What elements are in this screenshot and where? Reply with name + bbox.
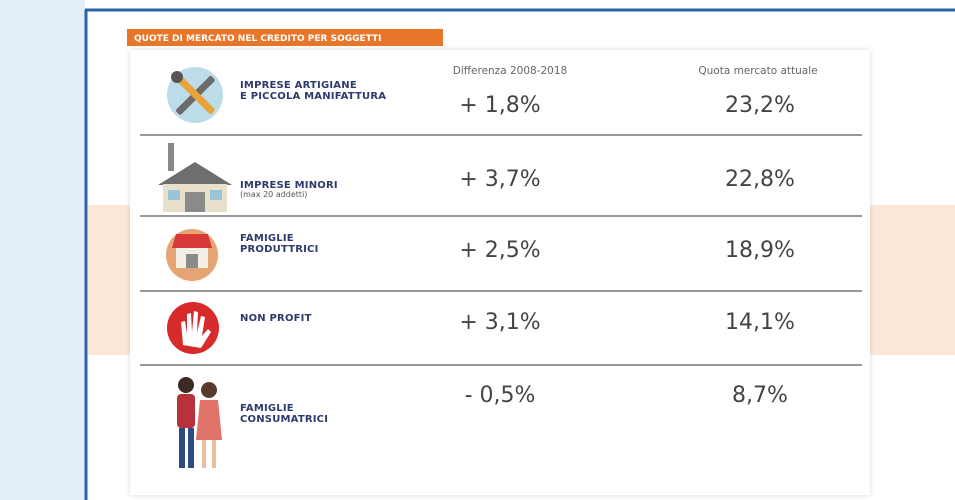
difference: + 1,8% [459, 93, 540, 118]
side-panel [0, 0, 85, 500]
row-label: FAMIGLIE [240, 233, 294, 244]
row-label: FAMIGLIE [240, 403, 294, 414]
column-header: Differenza 2008-2018 [453, 65, 567, 77]
icon-hand [167, 302, 219, 354]
row-note: (max 20 addetti) [240, 190, 307, 199]
row-label: CONSUMATRICI [240, 414, 328, 425]
row-label: E PICCOLA MANIFATTURA [240, 91, 386, 102]
difference: - 0,5% [465, 383, 536, 408]
row-label: NON PROFIT [240, 313, 312, 324]
difference: + 3,1% [459, 310, 540, 335]
market-share: 14,1% [725, 310, 795, 335]
card [130, 50, 870, 495]
difference: + 3,7% [459, 167, 540, 192]
market-share: 8,7% [732, 383, 788, 408]
row-label: PRODUTTRICI [240, 244, 319, 255]
market-share: 18,9% [725, 238, 795, 263]
icon-tools [167, 67, 223, 123]
icon-shop [166, 229, 218, 281]
row-label: IMPRESE ARTIGIANE [240, 80, 357, 91]
market-share: 23,2% [725, 93, 795, 118]
market-share: 22,8% [725, 167, 795, 192]
column-header: Quota mercato attuale [698, 65, 817, 77]
row-dividers [140, 134, 862, 366]
icon-people [177, 377, 222, 468]
difference: + 2,5% [459, 238, 540, 263]
icon-house [158, 143, 232, 212]
row-label: IMPRESE MINORI [240, 180, 338, 191]
title: QUOTE DI MERCATO NEL CREDITO PER SOGGETT… [134, 34, 381, 44]
title-badge [127, 29, 443, 46]
